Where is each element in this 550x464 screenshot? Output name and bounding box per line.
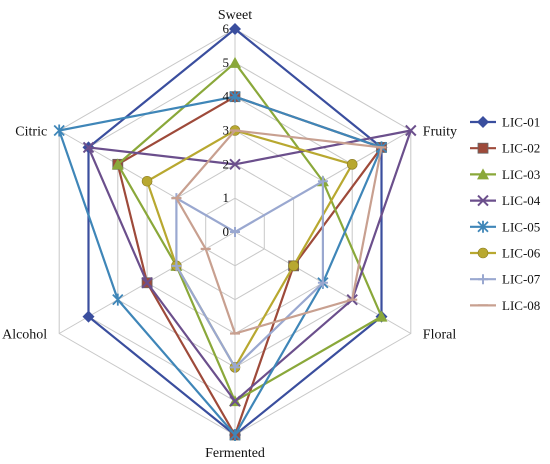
- series-line: [86, 129, 413, 403]
- legend-label: LIC-03: [502, 167, 540, 182]
- legend-label: LIC-06: [502, 246, 541, 261]
- legend-entry: LIC-03: [470, 167, 540, 182]
- legend-label: LIC-07: [502, 272, 541, 287]
- tick-labels: 0 1 2 3 4 5 6: [223, 21, 230, 239]
- data-point: [82, 141, 95, 154]
- axis-labels: Sweet Fruity Floral Fermented Alcohol Citric: [2, 8, 457, 461]
- series-line: [145, 129, 354, 370]
- data-point: [112, 293, 124, 306]
- axis-label-fruity: Fruity: [423, 125, 457, 140]
- tick-label: 3: [223, 123, 230, 138]
- data-point: [230, 362, 240, 373]
- tick-label: 0: [223, 224, 230, 239]
- axis-label-alcohol: Alcohol: [2, 328, 47, 343]
- legend-marker: [477, 168, 489, 180]
- data-point: [229, 56, 241, 68]
- data-point: [405, 124, 417, 137]
- legend-label: LIC-02: [502, 141, 540, 156]
- data-point: [288, 260, 299, 272]
- data-point: [317, 277, 328, 288]
- legend-entry: LIC-04: [470, 193, 541, 208]
- legend-label: LIC-01: [502, 115, 540, 130]
- legend-entry: LIC-05: [470, 219, 540, 234]
- data-point: [171, 260, 182, 271]
- tick-label: 5: [223, 55, 230, 70]
- legend-marker: [477, 247, 489, 259]
- tick-label: 4: [223, 89, 230, 104]
- data-point: [53, 124, 65, 137]
- legend: LIC-01 LIC-02 LIC-03 LIC-04 LIC-05 LIC-06 LIC-…: [470, 115, 541, 313]
- data-point: [141, 277, 153, 289]
- series-line: [175, 179, 325, 370]
- data-point: [111, 158, 124, 170]
- legend-entry: LIC-02: [470, 141, 540, 156]
- legend-entry: LIC-01: [470, 115, 540, 130]
- data-point: [229, 429, 241, 441]
- data-point: [317, 176, 328, 187]
- axis-label-sweet: Sweet: [218, 8, 252, 23]
- tick-label: 6: [223, 21, 230, 36]
- data-point: [82, 310, 95, 323]
- data-point: [229, 23, 241, 35]
- legend-marker: [477, 194, 489, 207]
- legend-label: LIC-05: [502, 219, 540, 234]
- legend-marker: [477, 220, 489, 233]
- legend-entry: LIC-07: [470, 272, 541, 287]
- series-lic-08: [171, 129, 387, 335]
- legend-marker: [477, 142, 489, 154]
- series-line: [116, 95, 384, 438]
- data-point: [229, 395, 241, 407]
- legend-label: LIC-08: [502, 298, 540, 313]
- series-line: [116, 61, 383, 403]
- tick-label: 2: [223, 156, 230, 171]
- series-layer: [53, 23, 417, 441]
- data-point: [230, 227, 240, 237]
- axis-label-floral: Floral: [423, 328, 457, 343]
- legend-entry: LIC-08: [470, 298, 540, 313]
- legend-entry: LIC-06: [470, 246, 541, 261]
- legend-marker: [477, 116, 489, 128]
- axis-label-citric: Citric: [15, 125, 47, 140]
- axis-label-fermented: Fermented: [205, 446, 265, 461]
- legend-marker: [478, 274, 488, 285]
- legend-label: LIC-04: [502, 193, 541, 208]
- data-point: [141, 175, 153, 187]
- data-point: [375, 310, 388, 322]
- data-point: [229, 90, 241, 103]
- data-point: [346, 159, 358, 170]
- tick-label: 1: [223, 190, 230, 205]
- data-point: [229, 158, 241, 171]
